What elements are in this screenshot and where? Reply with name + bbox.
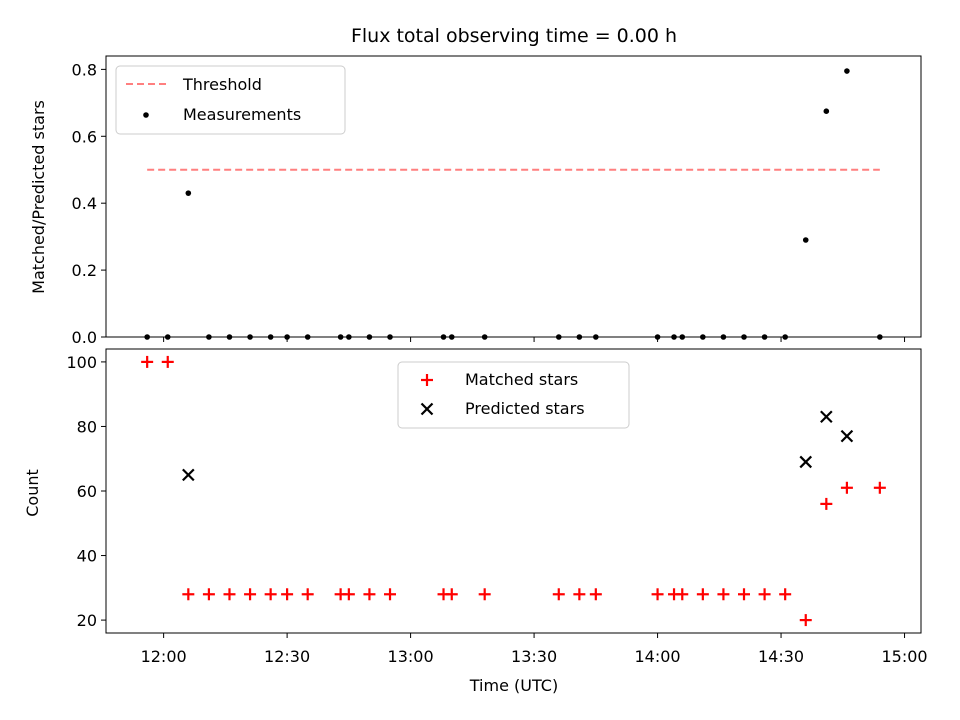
predicted-star-point [799, 455, 813, 469]
top-y-ticks: 0.0 0.2 0.4 0.6 0.8 [72, 60, 106, 347]
top-y-axis-label: Matched/Predicted stars [29, 100, 48, 294]
matched-star-point [552, 588, 565, 601]
legend-measurements-label: Measurements [183, 105, 301, 124]
top-y-tick-label: 0.8 [72, 60, 97, 79]
matched-star-point [478, 588, 491, 601]
top-y-tick-label: 0.0 [72, 328, 97, 347]
matched-star-point [779, 588, 792, 601]
top-y-tick-label: 0.2 [72, 261, 97, 280]
predicted-star-point [840, 429, 854, 443]
matched-star-point [384, 588, 397, 601]
legend-measurements-swatch [143, 112, 149, 118]
legend-threshold-label: Threshold [182, 75, 262, 94]
matched-star-point [202, 588, 215, 601]
chart-title: Flux total observing time = 0.00 h [351, 25, 677, 47]
legend-predicted-label: Predicted stars [465, 399, 585, 418]
top-y-tick-label: 0.6 [72, 127, 97, 146]
matched-star-point [223, 588, 236, 601]
legend-matched-marker [421, 374, 433, 386]
legend-predicted-swatch [420, 402, 434, 416]
bottom-x-ticks: 12:00 12:30 13:00 13:30 14:00 14:30 15:00 [141, 633, 928, 666]
bottom-y-tick-label: 20 [77, 611, 97, 630]
bottom-y-tick-label: 40 [77, 547, 97, 566]
legend-matched-label: Matched stars [465, 370, 578, 389]
matched-star-point [281, 588, 294, 601]
matched-star-point [738, 588, 751, 601]
x-tick-label: 14:00 [635, 647, 681, 666]
bottom-y-tick-label: 80 [77, 417, 97, 436]
matched-star-point [758, 588, 771, 601]
matched-star-point [264, 588, 277, 601]
matched-star-point [141, 355, 154, 368]
matched-star-point [840, 481, 853, 494]
matched-star-point [799, 614, 812, 627]
matched-star-point [363, 588, 376, 601]
bottom-plot-area [141, 355, 886, 627]
x-axis-label: Time (UTC) [469, 676, 558, 695]
bottom-y-axis-label: Count [23, 469, 42, 517]
x-tick-label: 15:00 [881, 647, 927, 666]
measurement-point [802, 237, 809, 243]
top-panel: Flux total observing time = 0.00 h Match… [29, 25, 922, 347]
legend-predicted-marker [420, 402, 434, 416]
bottom-axes-frame [105, 348, 922, 634]
bottom-y-ticks: 20 40 60 80 100 [66, 353, 106, 630]
matched-star-point [182, 588, 195, 601]
measurement-point [185, 190, 192, 196]
bottom-y-tick-label: 60 [77, 482, 97, 501]
matched-star-point [573, 588, 586, 601]
matched-star-point [820, 497, 833, 510]
matched-star-point [445, 588, 458, 601]
bottom-legend-box [397, 361, 630, 429]
top-axes-frame [105, 55, 922, 338]
top-legend: Threshold Measurements [115, 65, 346, 135]
predicted-star-point [182, 468, 195, 482]
matched-star-point [161, 355, 174, 368]
bottom-y-tick-label: 100 [66, 353, 97, 372]
matched-star-point [696, 588, 709, 601]
matched-star-point [873, 481, 886, 494]
matched-star-point [301, 588, 314, 601]
top-x-tick-marks [163, 337, 906, 342]
matched-star-point [342, 588, 355, 601]
measurement-point [823, 108, 830, 114]
x-tick-label: 14:30 [758, 647, 804, 666]
matched-star-point [651, 588, 664, 601]
matched-star-point [717, 588, 730, 601]
top-legend-box [115, 65, 346, 135]
top-y-tick-label: 0.4 [72, 194, 97, 213]
matched-star-point [676, 588, 689, 601]
matched-star-point [244, 588, 257, 601]
x-tick-label: 12:00 [141, 647, 187, 666]
measurement-point [844, 68, 850, 74]
x-tick-label: 12:30 [264, 647, 310, 666]
x-tick-label: 13:30 [511, 647, 557, 666]
matched-star-point [589, 588, 602, 601]
predicted-star-point [820, 410, 833, 424]
legend-matched-swatch [421, 374, 433, 386]
bottom-legend: Matched stars Predicted stars [397, 361, 630, 429]
x-tick-label: 13:00 [388, 647, 434, 666]
